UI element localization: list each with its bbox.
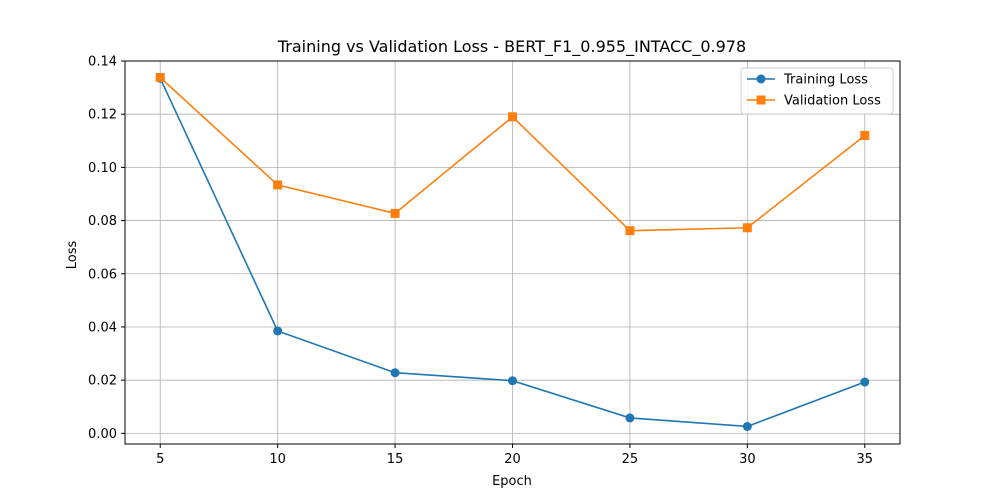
x-tick-label: 30 bbox=[739, 452, 756, 467]
x-tick-label: 35 bbox=[856, 452, 873, 467]
series-training-loss bbox=[155, 73, 870, 431]
data-point-training-loss bbox=[508, 376, 517, 386]
y-axis: 0.00 0.02 0.04 0.06 0.08 0.10 0.12 0.14 bbox=[88, 55, 125, 442]
y-axis-title: Loss bbox=[65, 241, 80, 270]
data-point-training-loss bbox=[860, 377, 870, 387]
y-tick-label: 0.08 bbox=[88, 214, 117, 229]
series-layer bbox=[155, 72, 870, 431]
chart-title: Training vs Validation Loss - BERT_F1_0.… bbox=[277, 37, 746, 57]
data-point-training-loss bbox=[390, 368, 400, 378]
data-point-validation-loss bbox=[625, 226, 635, 236]
y-tick-label: 0.14 bbox=[88, 55, 117, 70]
data-point-training-loss bbox=[742, 421, 752, 431]
legend-item-training-loss: Training Loss bbox=[747, 73, 868, 88]
legend-box bbox=[740, 67, 894, 115]
y-tick-label: 0.02 bbox=[88, 374, 117, 389]
x-tick-label: 15 bbox=[387, 452, 404, 467]
data-point-training-loss bbox=[625, 413, 635, 423]
data-point-validation-loss bbox=[390, 208, 400, 218]
y-tick-label: 0.06 bbox=[88, 267, 117, 282]
data-point-validation-loss bbox=[508, 112, 517, 122]
data-point-training-loss bbox=[273, 326, 283, 336]
y-tick-label: 0.12 bbox=[88, 108, 117, 123]
legend-label: Validation Loss bbox=[784, 94, 881, 109]
x-tick-label: 25 bbox=[622, 452, 639, 467]
x-tick-label: 20 bbox=[504, 452, 521, 467]
legend-item-validation-loss: Validation Loss bbox=[747, 94, 881, 109]
x-axis: 5 10 15 20 25 30 35 bbox=[156, 444, 873, 467]
x-tick-label: 5 bbox=[156, 452, 164, 467]
series-validation-loss bbox=[155, 72, 870, 236]
x-axis-title: Epoch bbox=[492, 474, 532, 489]
x-tick-label: 10 bbox=[269, 452, 286, 467]
data-point-validation-loss bbox=[273, 180, 283, 190]
legend-marker bbox=[756, 74, 766, 84]
data-point-validation-loss bbox=[860, 130, 870, 140]
legend: Training Loss Validation Loss bbox=[740, 67, 894, 115]
legend-marker bbox=[756, 95, 766, 105]
legend-label: Training Loss bbox=[783, 73, 868, 88]
y-tick-label: 0.10 bbox=[88, 161, 117, 176]
y-tick-label: 0.04 bbox=[88, 320, 117, 335]
y-tick-label: 0.00 bbox=[88, 427, 117, 442]
data-point-validation-loss bbox=[742, 223, 752, 233]
data-point-validation-loss bbox=[155, 72, 165, 82]
